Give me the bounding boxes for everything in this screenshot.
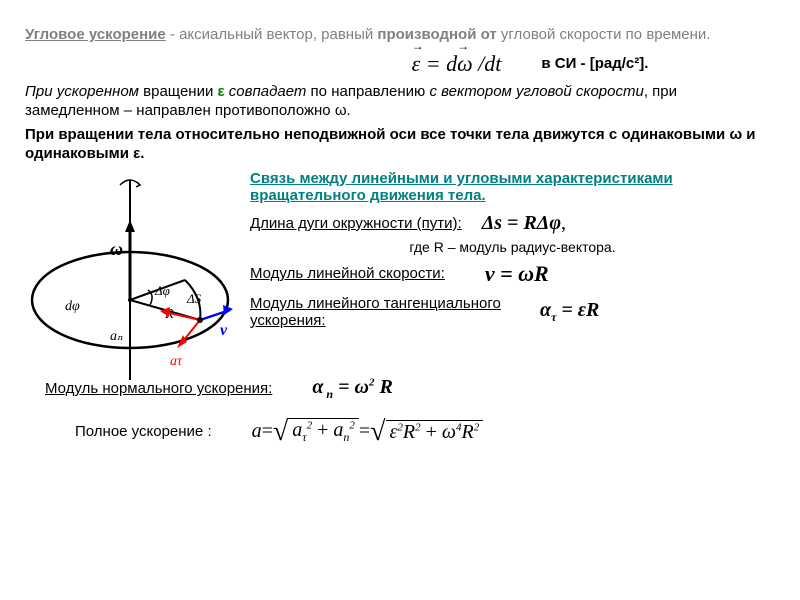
title-def-prefix: - аксиальный вектор, равный [166, 26, 378, 43]
right-content: Связь между линейными и угловыми характе… [235, 170, 775, 333]
accel-paragraph: При ускоренном вращении ε совпадает по н… [25, 83, 775, 121]
tangential-label: Модуль линейного тангенциального ускорен… [250, 295, 510, 329]
svg-text:v: v [220, 322, 228, 339]
formula-row: ε = dω /dt в СИ - [рад/с²]. [25, 51, 775, 77]
title-def-suffix: угловой скорости по времени. [497, 26, 711, 43]
main-content-row: ω dφ Δφ R ΔS aₙ aτ v [25, 170, 775, 370]
title-term: Угловое ускорение [25, 26, 166, 43]
normal-label: Модуль нормального ускорения: [45, 380, 272, 397]
rotation-diagram: ω dφ Δφ R ΔS aₙ aτ v [25, 170, 235, 370]
tangential-row: Модуль линейного тангенциального ускорен… [250, 295, 775, 329]
normal-formula: α n = ω2 R [312, 376, 392, 402]
full-accel-row: Полное ускорение : a = √ aτ2 + an2 = √ ε… [75, 416, 775, 448]
title-paragraph: Угловое ускорение - аксиальный вектор, р… [25, 26, 775, 45]
tangential-formula: ατ = εR [540, 299, 599, 325]
arc-formula: Δs = RΔφ, [482, 212, 566, 235]
speed-formula: v = ωR [485, 261, 549, 287]
main-formula: ε = dω /dt [412, 51, 502, 77]
accel-p3: совпадает [225, 83, 307, 100]
rotation-paragraph: При вращении тела относительно неподвижн… [25, 126, 775, 164]
link-heading: Связь между линейными и угловыми характе… [250, 170, 775, 204]
accel-eps: ε [218, 83, 225, 100]
full-accel-formula: a = √ aτ2 + an2 = √ ε2R2 + ω4R2 [252, 416, 484, 448]
arc-row: Длина дуги окружности (пути): Δs = RΔφ, [250, 212, 775, 235]
svg-text:aτ: aτ [170, 354, 183, 369]
title-def-bold: производной от [377, 26, 496, 43]
arc-where: где R – модуль радиус-вектора. [250, 239, 775, 255]
accel-p2: вращении [139, 83, 218, 100]
full-accel-label: Полное ускорение : [75, 423, 212, 440]
svg-text:Δφ: Δφ [154, 283, 170, 298]
accel-p5: с вектором угловой скорости [429, 83, 643, 100]
speed-label: Модуль линейной скорости: [250, 265, 445, 282]
speed-row: Модуль линейной скорости: v = ωR [250, 261, 775, 287]
accel-p1: При ускоренном [25, 83, 139, 100]
normal-row: Модуль нормального ускорения: α n = ω2 R [45, 376, 775, 402]
svg-text:dφ: dφ [65, 299, 80, 314]
svg-text:ω: ω [110, 239, 123, 259]
svg-text:aₙ: aₙ [110, 329, 123, 344]
arc-label: Длина дуги окружности (пути): [250, 215, 462, 232]
accel-p4: по направлению [306, 83, 429, 100]
si-unit: в СИ - [рад/с²]. [541, 55, 648, 72]
svg-text:ΔS: ΔS [186, 291, 202, 306]
